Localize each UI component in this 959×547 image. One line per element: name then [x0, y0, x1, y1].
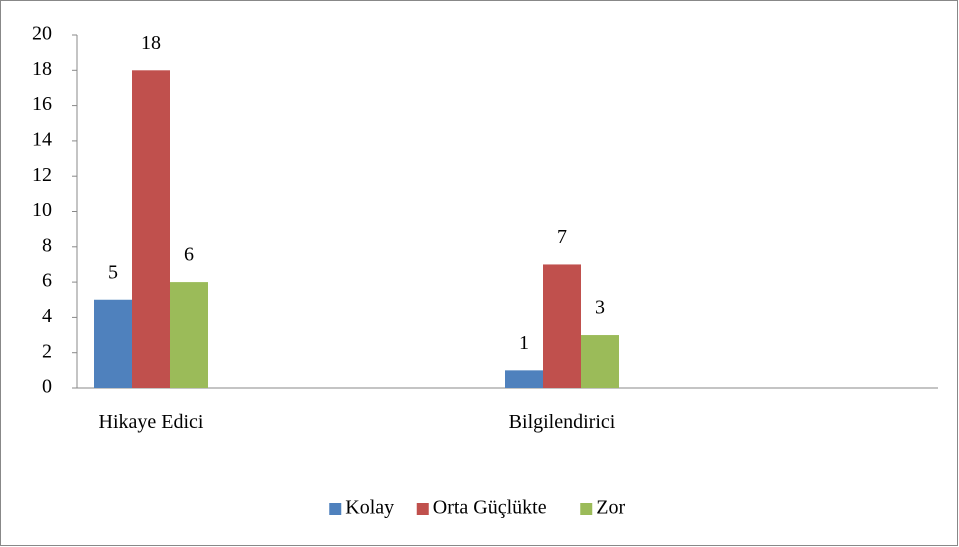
bar	[505, 370, 543, 388]
data-label: 18	[141, 32, 161, 54]
y-tick-label: 14	[32, 128, 52, 150]
legend-swatch	[580, 503, 593, 515]
x-tick-label: Bilgilendirici	[508, 411, 616, 433]
y-tick-label: 4	[42, 305, 52, 327]
data-label: 3	[595, 297, 605, 319]
legend-label: Orta Güçlükte	[433, 497, 547, 519]
y-tick-label: 10	[32, 199, 52, 221]
y-tick-label: 18	[32, 58, 52, 80]
y-tick-label: 20	[32, 23, 52, 45]
y-tick-label: 8	[42, 234, 52, 256]
legend-swatch	[329, 503, 342, 515]
bar	[132, 70, 170, 389]
data-label: 7	[557, 226, 567, 248]
legend-swatch	[416, 503, 429, 515]
legend-label: Zor	[596, 497, 625, 519]
y-tick-label: 16	[32, 93, 52, 115]
bar	[94, 299, 132, 388]
data-label: 6	[184, 244, 194, 266]
bar	[581, 335, 619, 388]
y-tick-label: 2	[42, 340, 52, 362]
y-tick-label: 0	[42, 376, 52, 398]
y-tick-label: 12	[32, 164, 52, 186]
bar	[543, 264, 581, 388]
y-tick-label: 6	[42, 270, 52, 292]
bar	[170, 282, 208, 388]
data-label: 5	[108, 261, 118, 283]
legend-label: Kolay	[345, 497, 394, 519]
data-label: 1	[519, 332, 529, 354]
x-tick-label: Hikaye Edici	[98, 411, 204, 433]
